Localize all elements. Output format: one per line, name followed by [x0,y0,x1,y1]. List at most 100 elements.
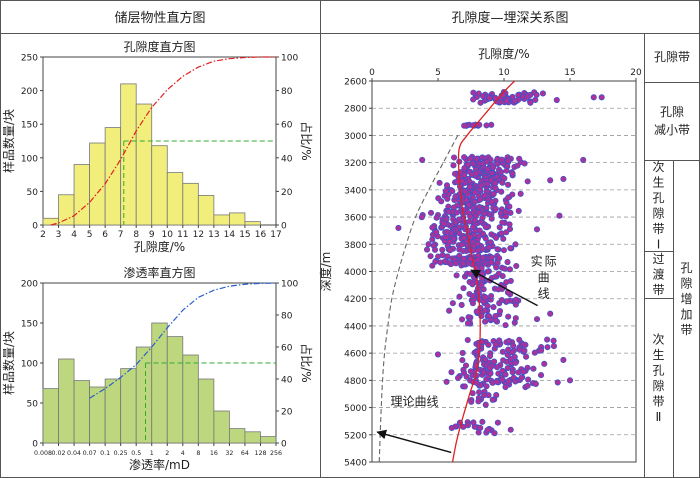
scatter-point [513,296,520,303]
histogram-bar [213,214,230,226]
annotation-char: 实 [531,254,543,269]
y-tick-label: 3400 [344,186,367,196]
scatter-point [503,97,510,104]
scatter-point [427,253,434,260]
scatter-point [475,233,483,240]
scatter-point [512,241,519,248]
scatter-point [550,337,557,344]
zone-label-char: 次 [652,160,664,174]
scatter-point [505,346,512,353]
scatter-point [479,418,486,425]
scatter-point [453,272,460,279]
scatter-point [443,378,450,385]
scatter-point [493,264,500,271]
scatter-point [484,166,491,173]
x-tick-label: 0 [369,68,375,78]
scatter-point [449,300,456,307]
scatter-point [544,336,551,343]
zone-label-char: Ⅱ [656,410,662,424]
scatter-point [518,374,525,381]
scatter-point [590,94,597,101]
zone-label-char: 加 [680,308,692,322]
scatter-point [481,192,488,199]
scatter-points [395,89,605,437]
scatter-point [459,260,467,267]
y-tick-label: 4200 [344,295,367,305]
y-tick-label: 150 [21,320,38,330]
scatter-point [560,356,567,363]
scatter-point [497,168,505,176]
scatter-point [525,376,532,383]
scatter-point [502,384,509,391]
zone-label-char: 孔 [652,191,664,205]
scatter-point [515,369,522,376]
zone-label-char: 孔 [652,363,664,377]
y-axis-label: 样品数量/块 [1,109,16,173]
scatter-point [473,308,480,315]
scatter-point [464,320,471,327]
y2-tick-label: 0 [281,440,287,450]
histogram-bar [228,212,246,226]
scatter-point [505,337,513,345]
histogram-bar [197,195,215,226]
scatter-point [460,247,467,255]
histogram-bar [244,431,261,444]
scatter-point [461,383,468,390]
scatter-point [452,260,459,267]
scatter-point [485,341,492,348]
y2-tick-label: 80 [281,312,293,322]
scatter-point [431,246,439,253]
histogram-bar [166,172,184,226]
bars [42,83,261,226]
scatter-point [450,162,457,169]
scatter-point [521,160,528,167]
y-tick-label: 3600 [344,214,367,224]
scatter-point [486,352,494,360]
scatter-point [433,214,440,221]
scatter-point [501,265,508,272]
scatter-point [491,358,498,365]
zone-label-char: Ⅰ [657,237,661,251]
y-axis-label: 样品数量/块 [1,331,16,395]
scatter-point [489,396,496,403]
scatter-point [475,256,482,263]
y2-tick-label: 20 [281,188,293,198]
scatter-point [453,209,460,216]
x-tick-label: 20 [630,68,642,78]
y-tick-label: 3200 [344,159,367,169]
scatter-point [495,286,502,293]
zone-label-char: 隙 [652,206,664,220]
scatter-point [470,89,477,96]
scatter-point [505,313,512,320]
x-tick-label: 128 [254,450,266,457]
y-tick-label: 5200 [344,431,367,441]
scatter-point [480,369,487,376]
scatter-point [466,183,473,190]
zone-label-char: 生 [652,175,664,189]
zone-label-char: 次 [652,332,664,346]
porosity-depth-scatter: 孔隙度/% 0 5 10 15 20 2600 2800 3000 3200 3400 3600 380… [318,46,642,469]
x-tick-label: 4 [71,230,77,240]
scatter-point [460,234,467,241]
scatter-point [482,294,489,301]
scatter-point [418,214,425,221]
scatter-point [490,164,497,171]
scatter-point [533,91,540,98]
scatter-point [486,95,493,102]
scatter-point [513,262,520,270]
histogram-bar [135,103,153,226]
scatter-point [505,377,512,384]
x-tick-label: 0.02 [52,450,66,457]
scatter-point [454,374,462,382]
scatter-point [544,344,551,351]
scatter-point [456,293,463,300]
scatter-point [533,226,541,233]
y-tick-label: 0 [32,440,38,450]
scatter-point [532,96,539,103]
scatter-point [459,357,466,364]
scatter-point [468,398,475,405]
scatter-point [466,270,473,277]
y2-tick-label: 20 [281,408,293,418]
